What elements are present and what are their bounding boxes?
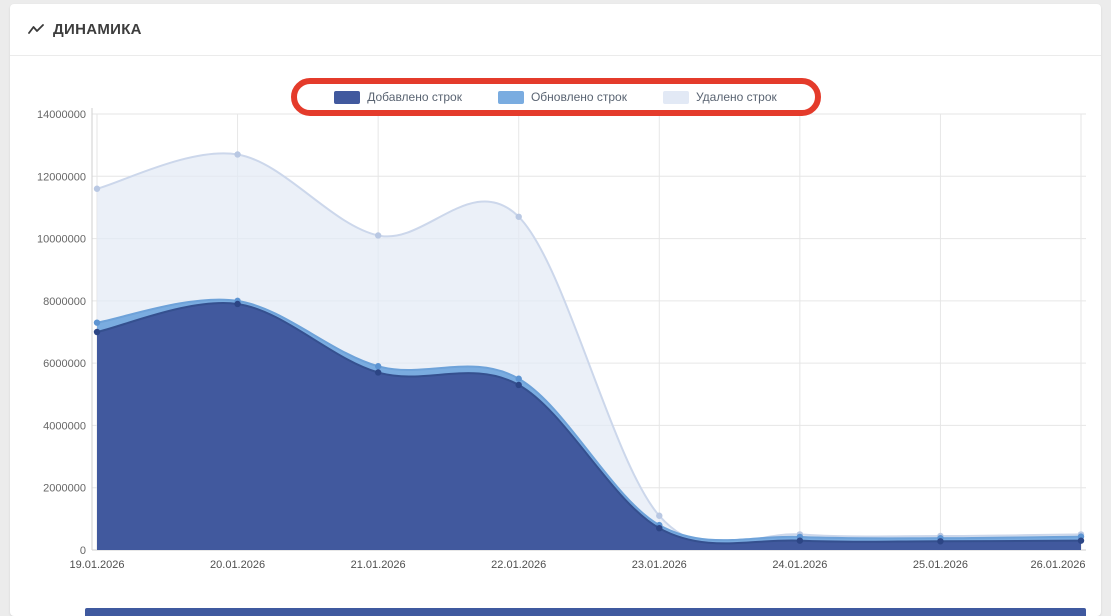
svg-text:26.01.2026: 26.01.2026 bbox=[1030, 559, 1085, 571]
legend-label-deleted: Удалено строк bbox=[695, 90, 777, 104]
legend-item-deleted[interactable]: Удалено строк bbox=[662, 90, 777, 104]
svg-text:10000000: 10000000 bbox=[37, 234, 86, 246]
svg-text:14000000: 14000000 bbox=[37, 109, 86, 121]
series-line-1 bbox=[96, 298, 1082, 542]
series-marker-0 bbox=[656, 525, 663, 532]
svg-text:22.01.2026: 22.01.2026 bbox=[491, 559, 546, 571]
series-0[interactable] bbox=[93, 300, 1085, 550]
series-marker-2 bbox=[515, 213, 522, 220]
chart-legend: Добавлено строк Обновлено строк Удалено … bbox=[10, 90, 1101, 104]
series-line-2 bbox=[96, 152, 1082, 546]
legend-item-updated[interactable]: Обновлено строк bbox=[497, 90, 627, 104]
svg-text:23.01.2026: 23.01.2026 bbox=[632, 559, 687, 571]
svg-text:6000000: 6000000 bbox=[43, 358, 86, 370]
series-marker-2 bbox=[656, 512, 663, 519]
svg-text:4000000: 4000000 bbox=[43, 420, 86, 432]
y-axis-labels: 0 2000000 4000000 6000000 8000000 10000000 120… bbox=[37, 109, 86, 557]
svg-text:2000000: 2000000 bbox=[43, 483, 86, 495]
series-area-0 bbox=[97, 302, 1081, 550]
series-marker-0 bbox=[93, 328, 101, 336]
svg-text:20.01.2026: 20.01.2026 bbox=[210, 559, 265, 571]
svg-text:12000000: 12000000 bbox=[37, 171, 86, 183]
chart-area: 0 2000000 4000000 6000000 8000000 10000000 120… bbox=[10, 56, 1101, 614]
series-marker-0 bbox=[1077, 537, 1085, 544]
svg-text:25.01.2026: 25.01.2026 bbox=[913, 559, 968, 571]
area-chart[interactable]: 0 2000000 4000000 6000000 8000000 10000000 120… bbox=[10, 61, 1101, 606]
panel-header: ДИНАМИКА bbox=[10, 4, 1101, 56]
series-line-0 bbox=[96, 302, 1082, 545]
series-marker-0 bbox=[374, 369, 382, 376]
dynamics-panel: ДИНАМИКА 0 2000000 4000000 6000000 8000000 10… bbox=[10, 4, 1101, 616]
series-marker-0 bbox=[515, 381, 522, 389]
line-chart-icon bbox=[28, 23, 44, 36]
legend-label-updated: Обновлено строк bbox=[530, 90, 627, 104]
series-marker-2 bbox=[93, 185, 101, 192]
series-marker-1 bbox=[515, 375, 522, 382]
series-marker-1 bbox=[374, 363, 382, 370]
series-marker-0 bbox=[796, 537, 804, 544]
panel-title: ДИНАМИКА bbox=[53, 21, 142, 38]
legend-label-added: Добавлено строк bbox=[367, 90, 462, 104]
series-marker-0 bbox=[937, 538, 944, 545]
svg-text:0: 0 bbox=[80, 545, 86, 557]
series-marker-1 bbox=[93, 319, 101, 326]
below-panel-partial-bar bbox=[85, 608, 1086, 616]
series-marker-0 bbox=[234, 300, 241, 308]
svg-text:21.01.2026: 21.01.2026 bbox=[351, 559, 406, 571]
series-marker-2 bbox=[374, 232, 382, 239]
legend-swatch-added bbox=[334, 90, 361, 104]
svg-text:19.01.2026: 19.01.2026 bbox=[69, 559, 124, 571]
legend-swatch-updated bbox=[497, 90, 524, 104]
svg-text:24.01.2026: 24.01.2026 bbox=[772, 559, 827, 571]
svg-text:8000000: 8000000 bbox=[43, 296, 86, 308]
legend-swatch-deleted bbox=[662, 90, 689, 104]
series-marker-2 bbox=[234, 151, 241, 158]
legend-item-added[interactable]: Добавлено строк bbox=[334, 90, 462, 104]
x-axis-labels: 19.01.2026 20.01.2026 21.01.2026 22.01.2026… bbox=[69, 559, 1085, 571]
